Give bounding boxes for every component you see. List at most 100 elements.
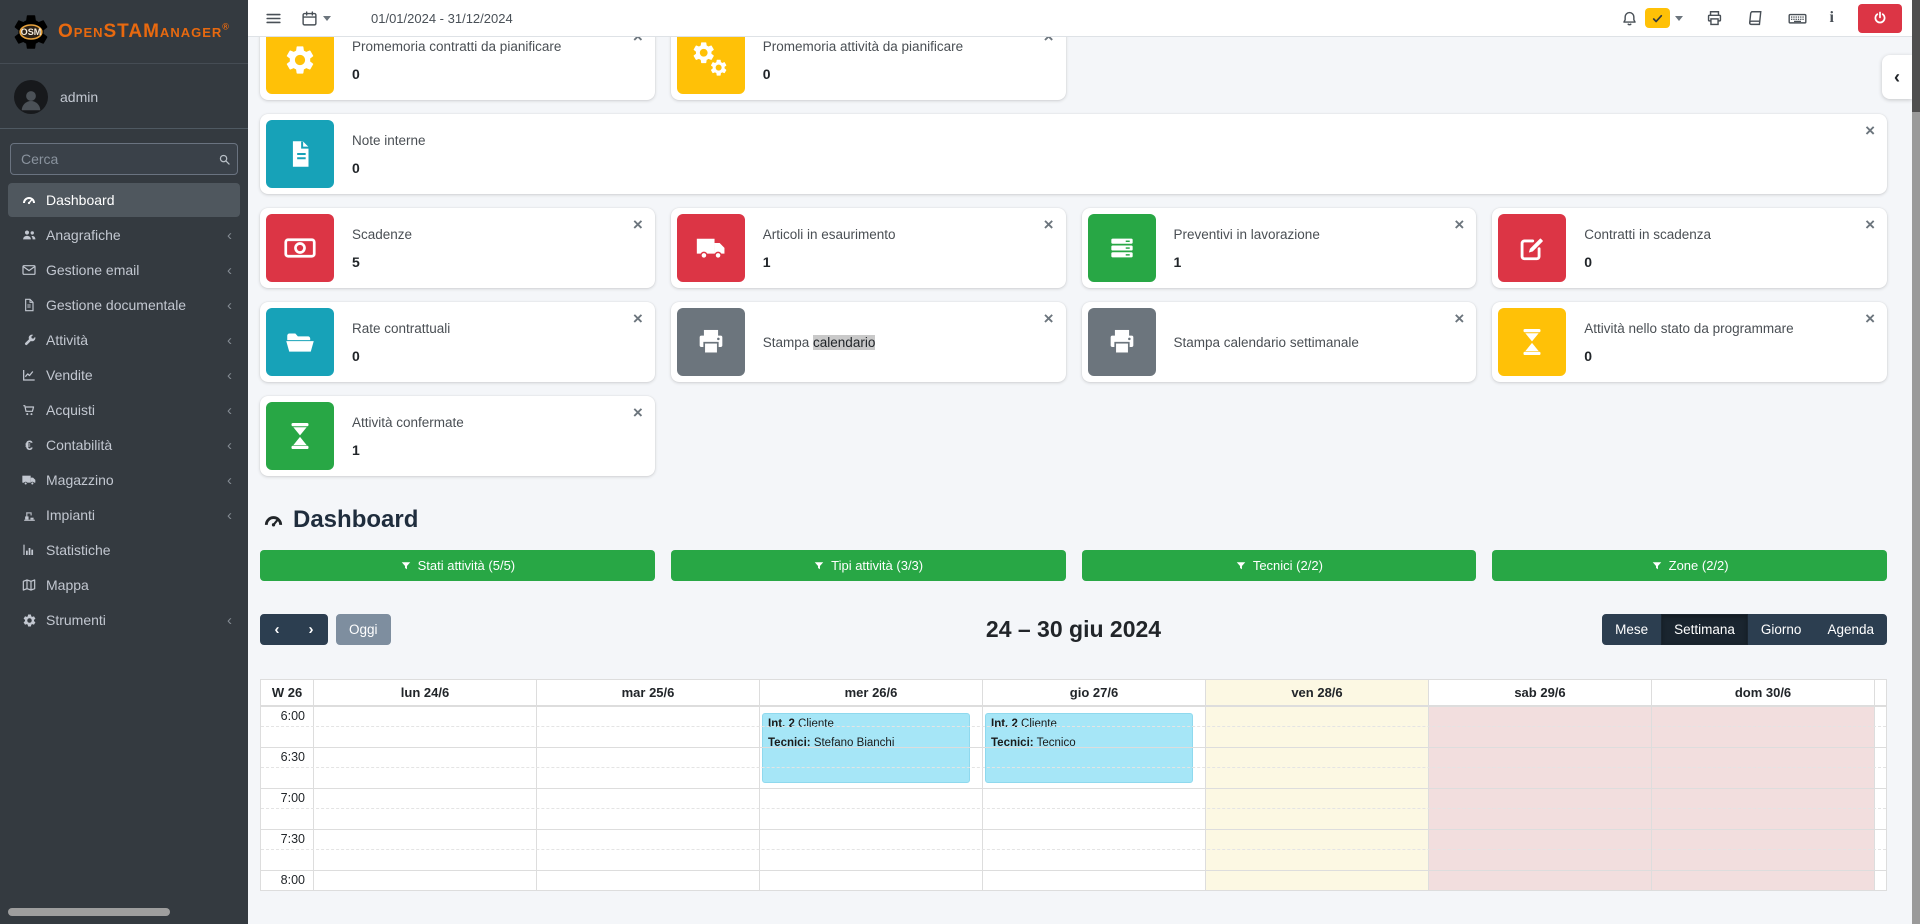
filter-tecnici[interactable]: Tecnici (2/2) [1081, 550, 1477, 581]
logout-button[interactable] [1858, 3, 1902, 33]
close-icon[interactable]: × [1865, 215, 1875, 234]
filter-tipi-attivita[interactable]: Tipi attività (3/3) [670, 550, 1066, 581]
docs-button[interactable] [1746, 9, 1765, 28]
truck-icon [16, 472, 42, 488]
day-header-ven[interactable]: ven 28/6 [1205, 680, 1428, 705]
sidebar-item-magazzino[interactable]: Magazzino ‹ [8, 463, 240, 497]
day-column-lun[interactable] [313, 706, 536, 890]
sidebar-item-gestione-email[interactable]: Gestione email ‹ [8, 253, 240, 287]
day-column-mar[interactable] [536, 706, 759, 890]
sidebar-item-vendite[interactable]: Vendite ‹ [8, 358, 240, 392]
close-icon[interactable]: × [1043, 309, 1054, 328]
print-button[interactable] [1705, 9, 1724, 28]
widget-stampa-calendario[interactable]: Stampa calendario × [670, 302, 1066, 382]
sidebar-item-acquisti[interactable]: Acquisti ‹ [8, 393, 240, 427]
user-name[interactable]: admin [60, 89, 99, 105]
widget-contratti-scadenza[interactable]: Contratti in scadenza 0 × [1492, 208, 1887, 288]
close-icon[interactable]: × [632, 309, 643, 328]
widget-stampa-calendario-settimanale[interactable]: Stampa calendario settimanale × [1081, 302, 1477, 382]
search-input[interactable] [11, 144, 212, 174]
close-icon[interactable]: × [632, 215, 643, 234]
next-week-button[interactable]: › [294, 614, 328, 645]
gauge-icon [16, 192, 42, 208]
sidebar-item-dashboard[interactable]: Dashboard [8, 183, 240, 217]
view-mese-button[interactable]: Mese [1602, 614, 1662, 645]
users-icon [16, 227, 42, 243]
today-button[interactable]: Oggi [336, 614, 391, 645]
day-column-sab[interactable] [1428, 706, 1651, 890]
notifications-dropdown[interactable] [1620, 8, 1683, 28]
sidebar-item-statistiche[interactable]: Statistiche [8, 533, 240, 567]
sidebar-item-attivita[interactable]: Attività ‹ [8, 323, 240, 357]
sidebar-item-impianti[interactable]: Impianti ‹ [8, 498, 240, 532]
scrollbar-thumb[interactable] [1912, 0, 1920, 112]
widget-preventivi-lavorazione[interactable]: Preventivi in lavorazione 1 × [1081, 208, 1477, 288]
money-bill-icon [266, 214, 334, 282]
sidebar-item-strumenti[interactable]: Strumenti ‹ [8, 603, 240, 637]
calendar-event[interactable]: Int. 2 Cliente Tecnici: Stefano Bianchi [762, 713, 970, 783]
widget-value: 1 [762, 254, 771, 270]
section-header: Dashboard [262, 506, 1887, 534]
close-icon[interactable]: × [1454, 309, 1465, 328]
sidebar-item-gestione-documentale[interactable]: Gestione documentale ‹ [8, 288, 240, 322]
vertical-scrollbar[interactable] [1912, 0, 1920, 924]
osm-logo-gear-icon: OSM [10, 11, 52, 53]
filter-stati-attivita[interactable]: Stati attività (5/5) [260, 550, 655, 581]
view-settimana-button[interactable]: Settimana [1661, 614, 1748, 645]
search-button[interactable] [212, 144, 237, 174]
printer-icon [1087, 308, 1156, 376]
day-header-lun[interactable]: lun 24/6 [313, 680, 536, 705]
close-icon[interactable]: × [632, 403, 643, 422]
sidebar-item-anagrafiche[interactable]: Anagrafiche ‹ [8, 218, 240, 252]
brand[interactable]: OSM OpenSTAManager® [0, 0, 248, 64]
calendar-nav-group: ‹ › [260, 614, 328, 645]
widget-attivita-confermate[interactable]: Attività confermate 1 × [260, 396, 655, 476]
view-giorno-button[interactable]: Giorno [1747, 614, 1815, 645]
day-header-dom[interactable]: dom 30/6 [1651, 680, 1874, 705]
shortcuts-button[interactable] [1787, 8, 1808, 29]
widget-rate-contrattuali[interactable]: Rate contrattuali 0 × [260, 302, 655, 382]
close-icon[interactable]: × [1043, 215, 1054, 234]
edit-icon [1498, 214, 1567, 282]
info-button[interactable]: i [1829, 9, 1834, 26]
prev-week-button[interactable]: ‹ [260, 614, 294, 645]
close-icon[interactable]: × [1454, 215, 1465, 234]
day-header-sab[interactable]: sab 29/6 [1428, 680, 1651, 705]
calendar-gutter [1874, 680, 1886, 705]
cart-icon [16, 402, 42, 418]
week-number-header: W 26 [271, 685, 303, 700]
hourglass-icon [1498, 308, 1567, 376]
week-calendar: W 26 lun 24/6 mar 25/6 mer 26/6 gio 27/6… [260, 679, 1887, 891]
chevron-left-icon: ‹ [227, 401, 232, 419]
hamburger-menu-icon[interactable] [264, 9, 283, 28]
highlighted-text: calendario [813, 334, 876, 350]
filter-bar: Stati attività (5/5) Tipi attività (3/3)… [260, 550, 1887, 581]
day-column-gio[interactable]: Int. 2 Cliente Tecnici: Tecnico [982, 706, 1205, 890]
filter-zone[interactable]: Zone (2/2) [1492, 550, 1887, 581]
widget-value: 1 [1173, 254, 1182, 270]
day-column-ven[interactable] [1205, 706, 1428, 890]
day-header-mer[interactable]: mer 26/6 [759, 680, 982, 705]
day-header-mar[interactable]: mar 25/6 [536, 680, 759, 705]
day-header-gio[interactable]: gio 27/6 [982, 680, 1205, 705]
view-agenda-button[interactable]: Agenda [1814, 614, 1887, 645]
truck-icon [676, 214, 745, 282]
collapse-panel-toggle[interactable]: ‹ [1882, 55, 1912, 99]
close-icon[interactable]: × [1865, 309, 1875, 328]
calendar-view-group: Mese Settimana Giorno Agenda [1602, 614, 1887, 645]
widget-attivita-da-programmare[interactable]: Attività nello stato da programmare 0 × [1492, 302, 1887, 382]
widget-scadenze[interactable]: Scadenze 5 × [260, 208, 655, 288]
calendar-event[interactable]: Int. 2 Cliente Tecnici: Tecnico [985, 713, 1193, 783]
close-icon[interactable]: × [1865, 121, 1875, 140]
day-column-mer[interactable]: Int. 2 Cliente Tecnici: Stefano Bianchi [759, 706, 982, 890]
date-range[interactable]: 01/01/2024 - 31/12/2024 [371, 10, 513, 26]
calendar-dropdown[interactable] [301, 10, 331, 27]
day-column-dom[interactable] [1651, 706, 1874, 890]
sidebar-item-mappa[interactable]: Mappa [8, 568, 240, 602]
widget-value: 5 [352, 254, 360, 270]
widget-note-interne[interactable]: Note interne 0 × [260, 114, 1887, 194]
sidebar-item-contabilita[interactable]: € Contabilità ‹ [8, 428, 240, 462]
avatar[interactable] [14, 80, 48, 114]
widget-articoli-esaurimento[interactable]: Articoli in esaurimento 1 × [670, 208, 1066, 288]
sidebar-horizontal-scrollbar[interactable] [8, 908, 170, 916]
